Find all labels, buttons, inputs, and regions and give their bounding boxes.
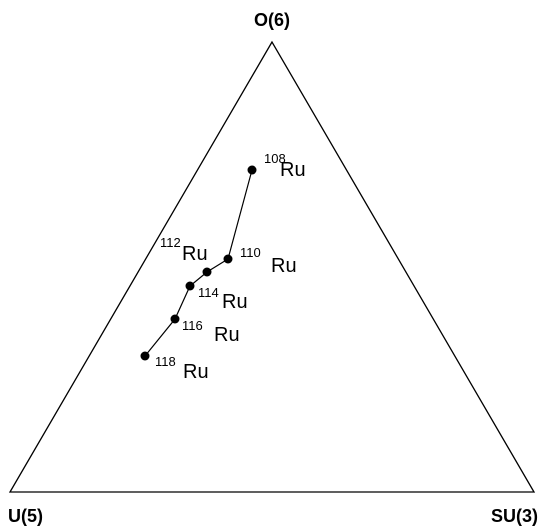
vertex-label: U(5) xyxy=(8,506,43,526)
mass-label: 118 xyxy=(155,354,176,369)
nucleus-point xyxy=(185,281,195,291)
vertex-label: O(6) xyxy=(254,10,290,30)
element-label: Ru xyxy=(271,255,297,277)
nucleus-point xyxy=(247,165,257,175)
triangle xyxy=(8,40,536,493)
mass-label: 116 xyxy=(182,318,203,333)
element-label: Ru xyxy=(222,291,248,313)
nucleus-point xyxy=(223,254,233,264)
trajectory xyxy=(144,169,253,357)
mass-label: 110 xyxy=(240,245,261,260)
element-label: Ru xyxy=(183,361,209,383)
nucleus-point xyxy=(140,351,150,361)
mass-label: 108 xyxy=(264,151,286,166)
element-label: Ru xyxy=(280,159,306,181)
nucleus-point xyxy=(202,267,212,277)
mass-label: 114 xyxy=(198,285,219,300)
mass-label: 112 xyxy=(160,235,181,250)
vertex-label: SU(3) xyxy=(491,506,538,526)
element-label: Ru xyxy=(182,243,208,265)
nucleus-point xyxy=(170,314,180,324)
element-label: Ru xyxy=(214,324,240,346)
